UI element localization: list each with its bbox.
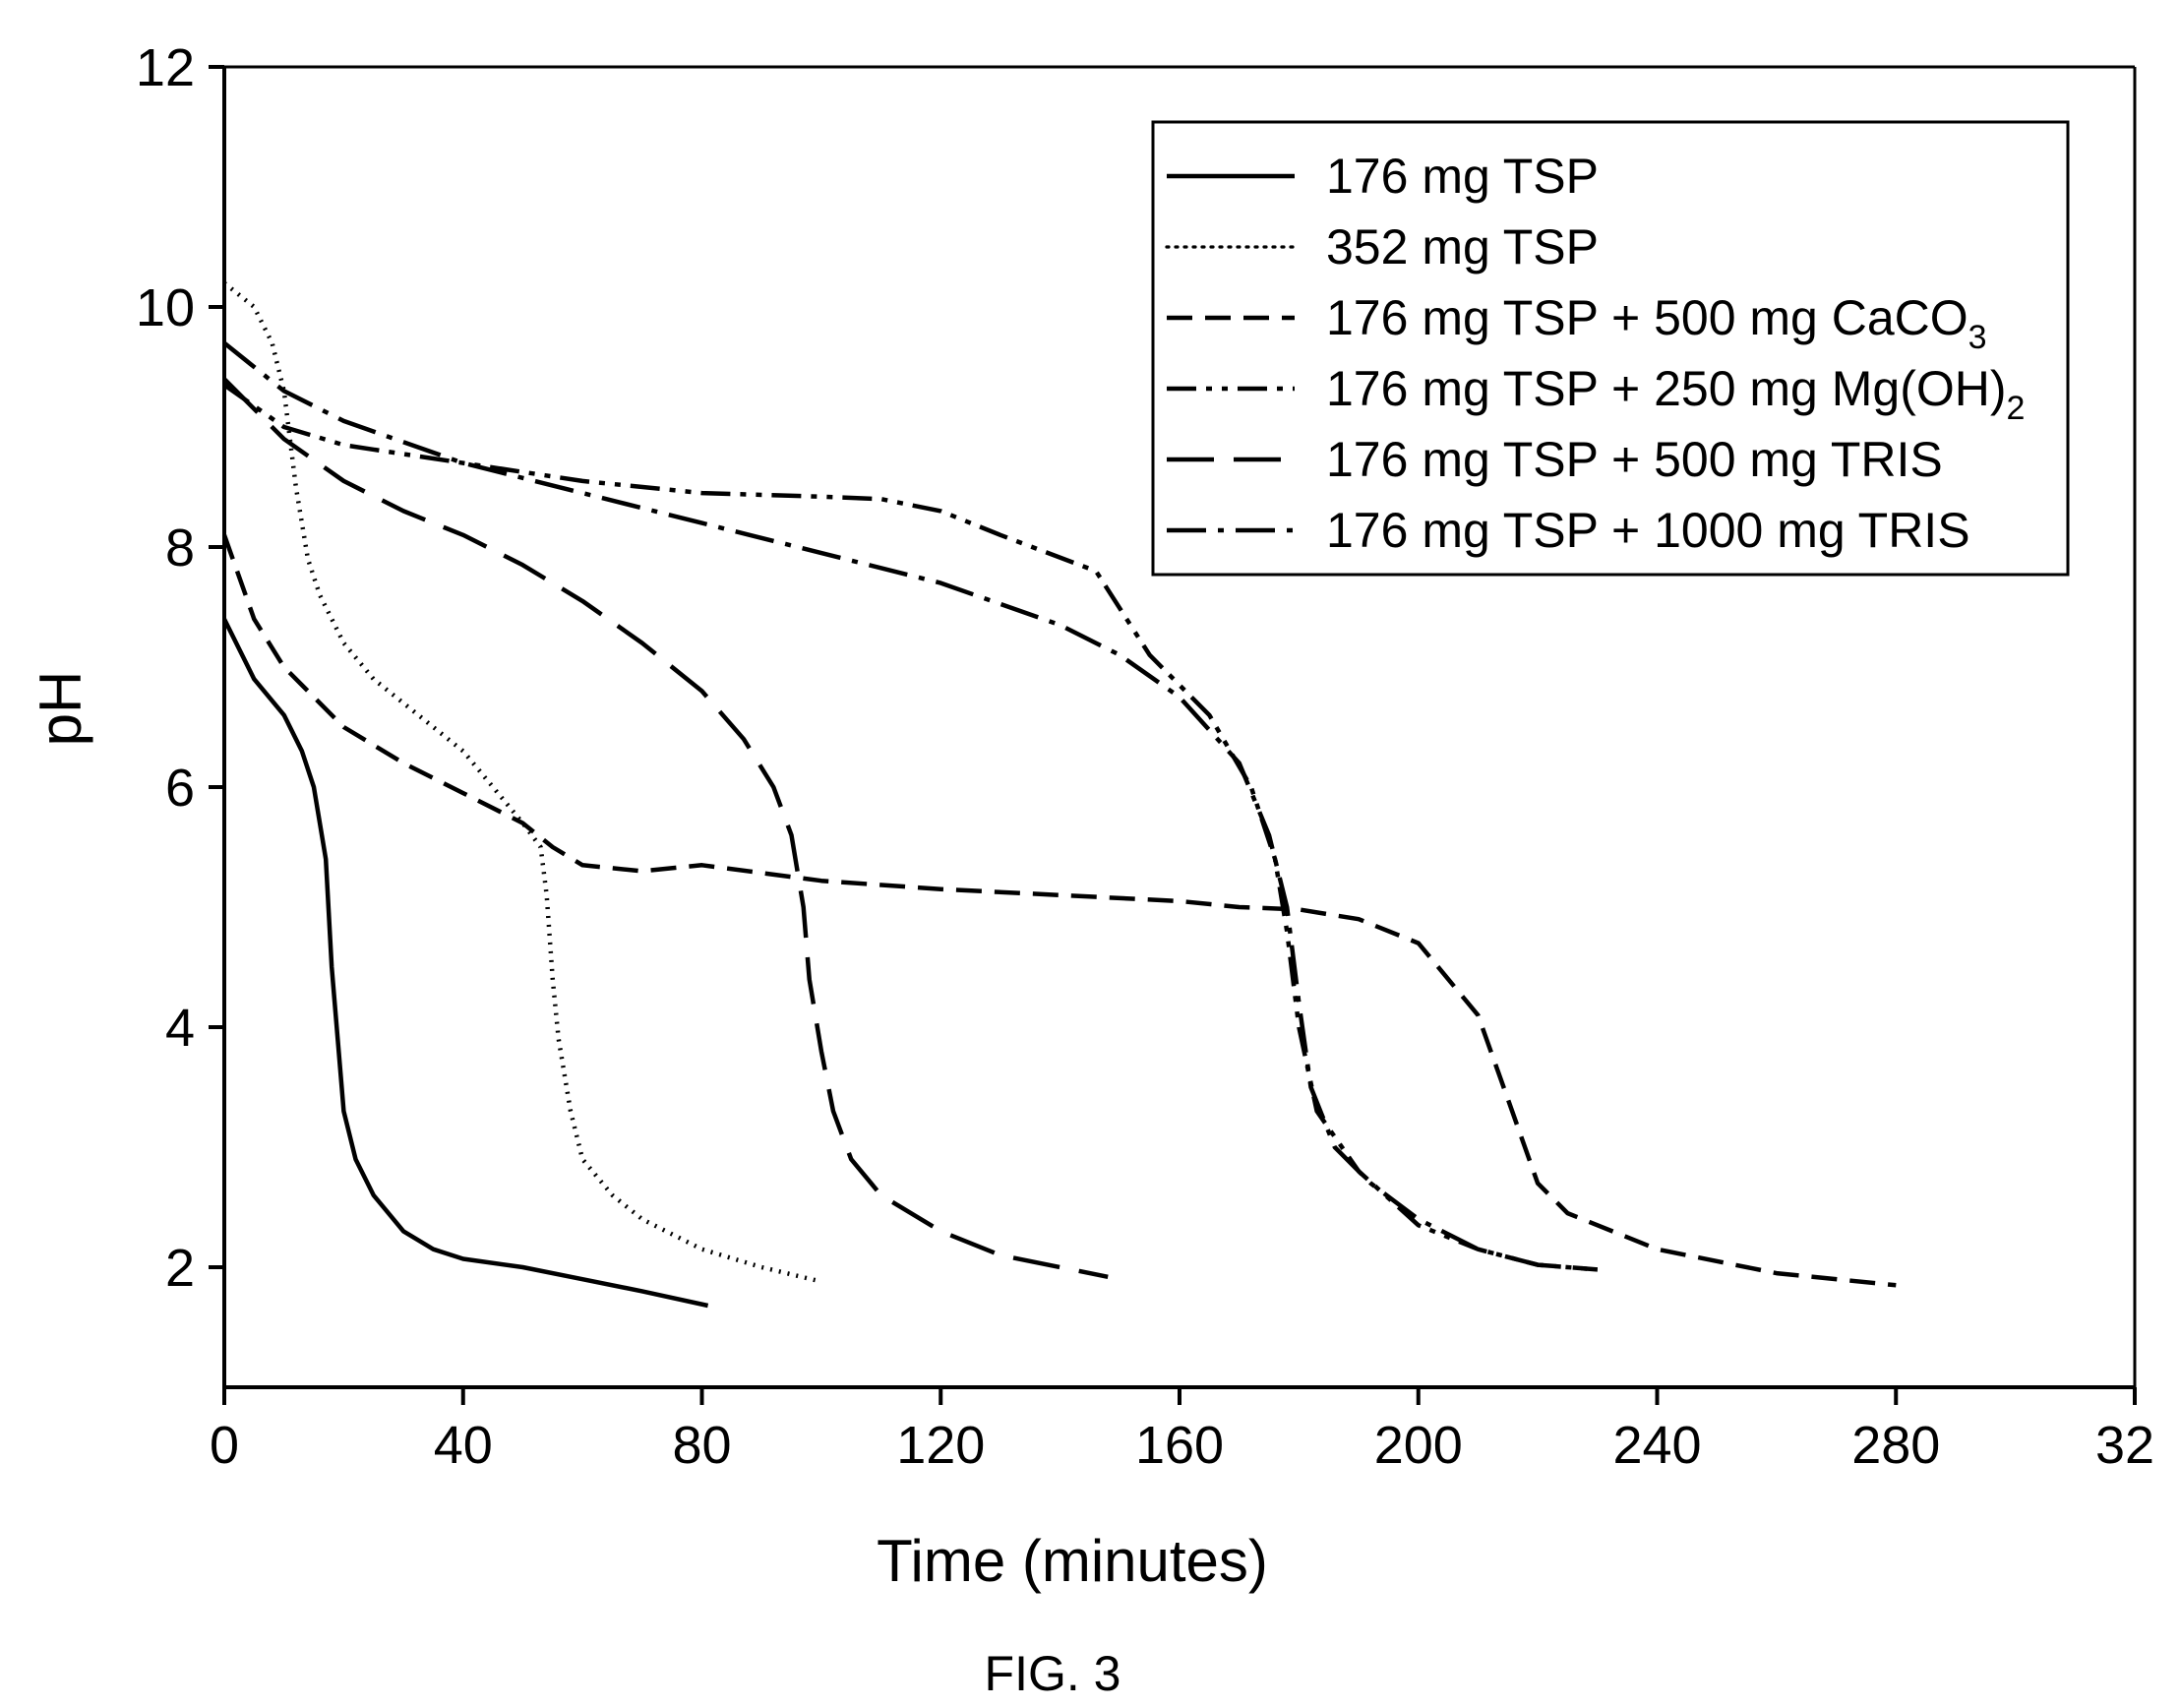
x-tick-label: 240 <box>1612 1416 1701 1475</box>
x-tick-label: 0 <box>210 1416 239 1475</box>
legend-label: 352 mg TSP <box>1326 219 1599 274</box>
y-tick-label: 10 <box>136 278 195 337</box>
x-axis: 0 40 80 120 160 200 240 280 32 <box>210 1387 2154 1475</box>
x-tick-label: 120 <box>896 1416 985 1475</box>
x-tick-label: 32 <box>2095 1416 2154 1475</box>
legend-label: 176 mg TSP + 1000 mg TRIS <box>1326 503 1970 558</box>
y-tick-label: 8 <box>165 518 195 578</box>
y-axis-title: pH <box>28 671 93 747</box>
y-tick-label: 2 <box>165 1239 195 1298</box>
series-line <box>224 619 708 1306</box>
y-tick-label: 4 <box>165 999 195 1058</box>
y-tick-label: 6 <box>165 759 195 818</box>
y-axis: 2 4 6 8 10 12 <box>136 38 224 1387</box>
series-line <box>224 535 1896 1286</box>
legend-label: 176 mg TSP <box>1326 149 1599 204</box>
x-tick-label: 40 <box>434 1416 493 1475</box>
x-tick-label: 160 <box>1135 1416 1224 1475</box>
figure-caption: FIG. 3 <box>985 1646 1121 1701</box>
legend-label: 176 mg TSP + 500 mg TRIS <box>1326 432 1943 487</box>
series-line <box>224 379 1108 1277</box>
x-tick-label: 200 <box>1374 1416 1463 1475</box>
y-tick-label: 12 <box>136 38 195 97</box>
x-tick-label: 280 <box>1851 1416 1940 1475</box>
x-tick-label: 80 <box>672 1416 731 1475</box>
legend: 176 mg TSP 352 mg TSP 176 mg TSP + 500 mg … <box>1153 122 2068 575</box>
x-axis-title: Time (minutes) <box>877 1528 1268 1594</box>
